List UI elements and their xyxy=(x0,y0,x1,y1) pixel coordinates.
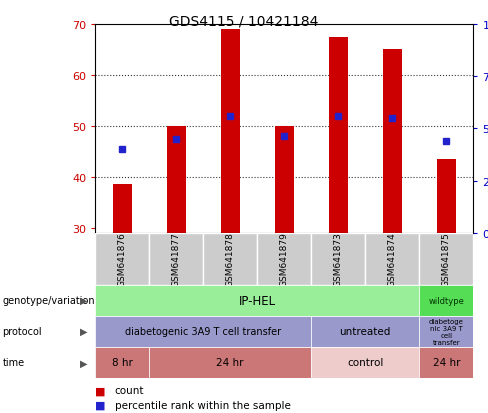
Bar xyxy=(167,126,185,233)
Bar xyxy=(95,347,149,378)
Text: GSM641876: GSM641876 xyxy=(118,232,127,287)
Bar xyxy=(419,316,473,347)
Bar xyxy=(329,38,348,233)
Text: count: count xyxy=(115,385,144,395)
Bar xyxy=(95,233,149,285)
Text: ▶: ▶ xyxy=(81,357,88,368)
Text: GSM641875: GSM641875 xyxy=(442,232,451,287)
Text: percentile rank within the sample: percentile rank within the sample xyxy=(115,400,290,410)
Bar xyxy=(383,50,402,233)
Text: untreated: untreated xyxy=(340,326,391,337)
Bar xyxy=(257,233,311,285)
Text: protocol: protocol xyxy=(2,326,42,337)
Text: GDS4115 / 10421184: GDS4115 / 10421184 xyxy=(169,14,319,28)
Bar xyxy=(311,347,419,378)
Text: diabetoge
nic 3A9 T
cell
transfer: diabetoge nic 3A9 T cell transfer xyxy=(429,318,464,345)
Text: control: control xyxy=(347,357,384,368)
Bar xyxy=(419,233,473,285)
Text: wildtype: wildtype xyxy=(428,296,464,305)
Bar xyxy=(437,159,456,233)
Text: ▶: ▶ xyxy=(81,326,88,337)
Text: 8 hr: 8 hr xyxy=(112,357,133,368)
Bar xyxy=(419,285,473,316)
Text: ▶: ▶ xyxy=(81,295,88,306)
Text: IP-HEL: IP-HEL xyxy=(239,294,276,307)
Bar xyxy=(419,347,473,378)
Text: genotype/variation: genotype/variation xyxy=(2,295,95,306)
Bar xyxy=(113,185,132,233)
Text: time: time xyxy=(2,357,24,368)
Text: diabetogenic 3A9 T cell transfer: diabetogenic 3A9 T cell transfer xyxy=(125,326,281,337)
Text: GSM641878: GSM641878 xyxy=(226,232,235,287)
Text: ■: ■ xyxy=(95,400,106,410)
Bar xyxy=(95,316,311,347)
Text: ■: ■ xyxy=(95,385,106,395)
Bar xyxy=(275,126,294,233)
Text: GSM641873: GSM641873 xyxy=(334,232,343,287)
Bar xyxy=(311,233,366,285)
Bar xyxy=(95,285,419,316)
Text: 24 hr: 24 hr xyxy=(217,357,244,368)
Bar xyxy=(203,233,257,285)
Bar xyxy=(311,316,419,347)
Text: GSM641879: GSM641879 xyxy=(280,232,289,287)
Text: GSM641877: GSM641877 xyxy=(172,232,181,287)
Text: GSM641874: GSM641874 xyxy=(388,232,397,287)
Bar xyxy=(149,347,311,378)
Bar xyxy=(221,30,240,233)
Bar xyxy=(149,233,203,285)
Text: 24 hr: 24 hr xyxy=(432,357,460,368)
Bar xyxy=(366,233,419,285)
